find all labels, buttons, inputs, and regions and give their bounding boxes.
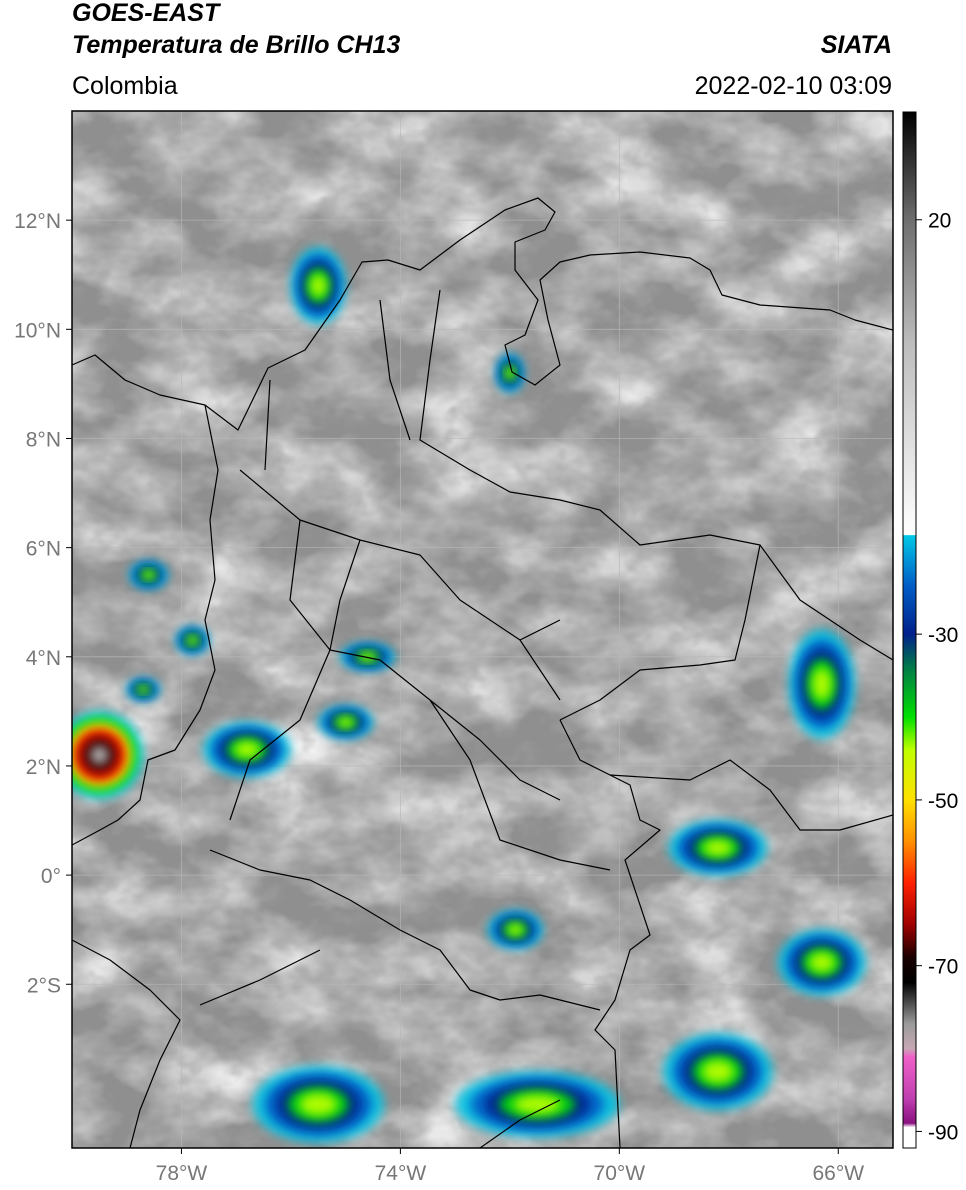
colorbar: 20 -30 -50 -70 -90 (902, 111, 958, 1149)
dark-texture (72, 111, 893, 1148)
lat-tick-label: 2°S (27, 974, 61, 997)
cloud-layer (812, 668, 832, 700)
map-frame (71, 110, 894, 1149)
source-label: SIATA (820, 31, 892, 59)
lat-tick-label: 8°N (26, 428, 61, 451)
lat-tick-label: 12°N (14, 210, 61, 233)
cloud-layer (310, 274, 327, 297)
colorbar-ticks: 20 -30 -50 -70 -90 (916, 210, 958, 1144)
colorbar-tick-label: -50 (928, 790, 958, 813)
cloud-cell-11 (778, 929, 866, 996)
venezuela-internal (609, 544, 893, 831)
political-borders (72, 197, 893, 1148)
lat-tick-label: 6°N (26, 538, 61, 561)
cloud-layer (138, 686, 148, 693)
cloud-cell-0 (72, 711, 144, 799)
cloud-cell-3 (203, 722, 291, 777)
coastline-pacific (72, 404, 219, 846)
coastline-caribbean (72, 197, 893, 431)
cold-cloud-tops (72, 247, 866, 1143)
cloud-cell-7 (290, 247, 346, 324)
longitude-axis: 78°W 74°W 70°W 66°W (156, 1148, 864, 1185)
latitude-axis: 12°N 10°N 8°N 6°N 4°N 2°N 0° 2°S (14, 210, 72, 997)
cloud-cell-6 (340, 643, 395, 671)
cloud-cell-15 (487, 910, 543, 949)
cloud-layer (507, 924, 524, 936)
cloud-cell-5 (318, 705, 374, 739)
timestamp-label: 2022-02-10 03:09 (694, 72, 892, 100)
colorbar-tick-label: -70 (928, 956, 958, 979)
colorbar-tick-label: -30 (928, 624, 958, 647)
map-title-product: Temperatura de Brillo CH13 (72, 31, 401, 59)
cloud-cell-8 (496, 353, 524, 393)
colorbar-ramp (902, 111, 917, 1149)
lon-tick-label: 70°W (594, 1162, 646, 1185)
colombia-ecuador-peru-border (209, 849, 601, 1011)
cloud-layer (702, 1060, 734, 1083)
cloud-cell-13 (455, 1071, 620, 1138)
cloud-layer (513, 1094, 561, 1114)
lat-tick-label: 4°N (26, 647, 61, 670)
cloud-cell-4 (175, 626, 209, 655)
colombia-venezuela-border (419, 289, 761, 721)
cloud-cell-10 (668, 820, 768, 876)
colorbar-tick-label: 20 (928, 210, 951, 233)
cloud-layer (234, 741, 260, 758)
cloud-cell-14 (663, 1033, 773, 1110)
department-lines (229, 299, 611, 871)
cloud-layer (143, 571, 155, 579)
lat-tick-label: 10°N (14, 319, 61, 342)
lat-tick-label: 2°N (26, 756, 61, 779)
cloud-layer (187, 636, 198, 645)
colorbar-tick-label: -90 (928, 1121, 958, 1144)
cloud-layer (299, 1093, 338, 1116)
map-title-satellite: GOES-EAST (72, 0, 220, 27)
map-subtitle-region: Colombia (72, 72, 178, 100)
ecuador-peru-coast (72, 939, 561, 1148)
cloud-cell-2 (129, 561, 168, 589)
cloud-cell-1 (126, 678, 160, 701)
cloud-cell-9 (789, 629, 855, 739)
lon-tick-label: 78°W (156, 1162, 208, 1185)
cloud-cell-12 (252, 1066, 384, 1143)
cloud-layer (337, 717, 354, 727)
lat-tick-label: 0° (41, 865, 61, 888)
lon-tick-label: 66°W (812, 1162, 864, 1185)
cloud-layer (703, 840, 732, 856)
lon-tick-label: 74°W (375, 1162, 427, 1185)
cloud-layer (90, 745, 109, 765)
cloud-layer (809, 953, 835, 972)
graticule (72, 111, 893, 1148)
